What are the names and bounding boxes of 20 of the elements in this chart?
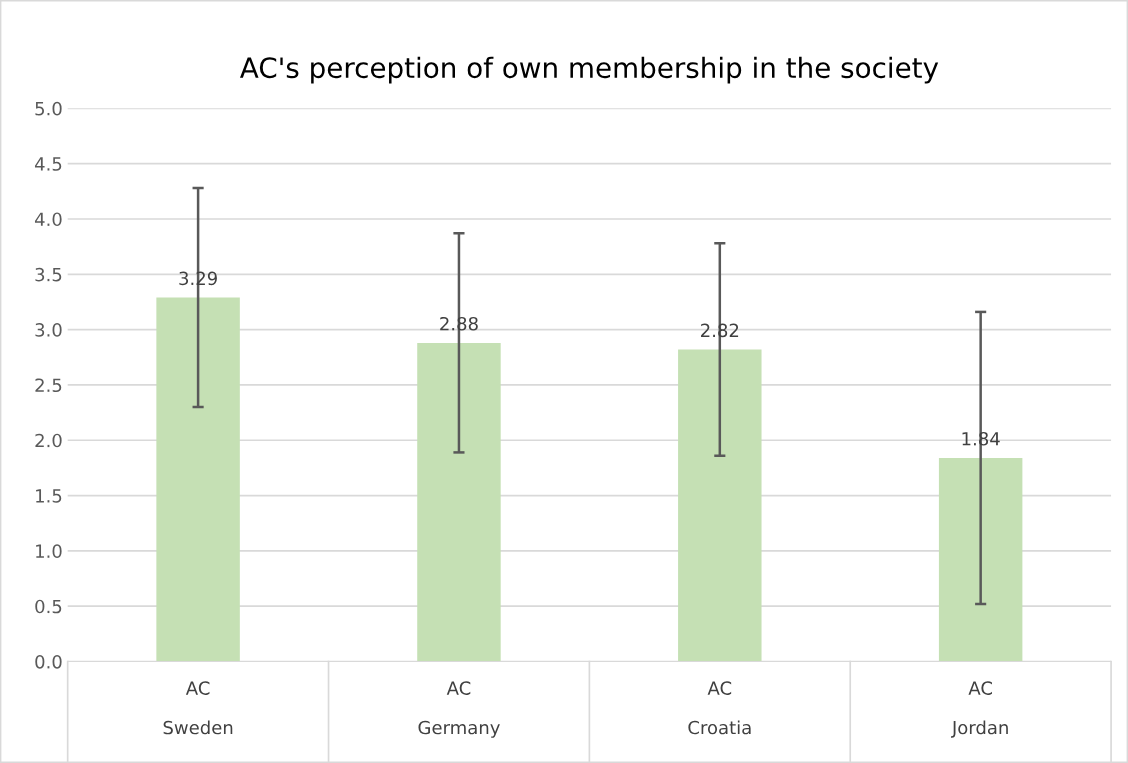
y-tick-label: 0.0 xyxy=(35,654,62,669)
y-tick-label: 2.0 xyxy=(35,433,62,448)
bar xyxy=(417,342,501,662)
category-label: AC Jordan xyxy=(951,681,1008,738)
y-tick-label: 5.0 xyxy=(35,101,62,116)
y-tick-label: 0.5 xyxy=(35,599,62,614)
y-tick-label: 1.5 xyxy=(36,489,62,503)
category-label: AC Germany xyxy=(418,681,500,738)
y-tick-label: 3.5 xyxy=(35,267,62,282)
y-tick-label: 1.0 xyxy=(36,544,62,558)
bar xyxy=(938,457,1023,662)
y-tick-label: 2.5 xyxy=(35,378,62,393)
chart-title: AC's perception of own membership in the society xyxy=(240,56,939,84)
bar xyxy=(678,349,762,662)
bar xyxy=(156,297,240,662)
category-label: AC Sweden xyxy=(163,681,233,735)
y-tick-label: 3.0 xyxy=(35,323,62,337)
y-tick-label: 4.0 xyxy=(34,212,62,227)
y-tick-label: 4.5 xyxy=(34,157,62,171)
category-label: AC Croatia xyxy=(688,681,751,735)
